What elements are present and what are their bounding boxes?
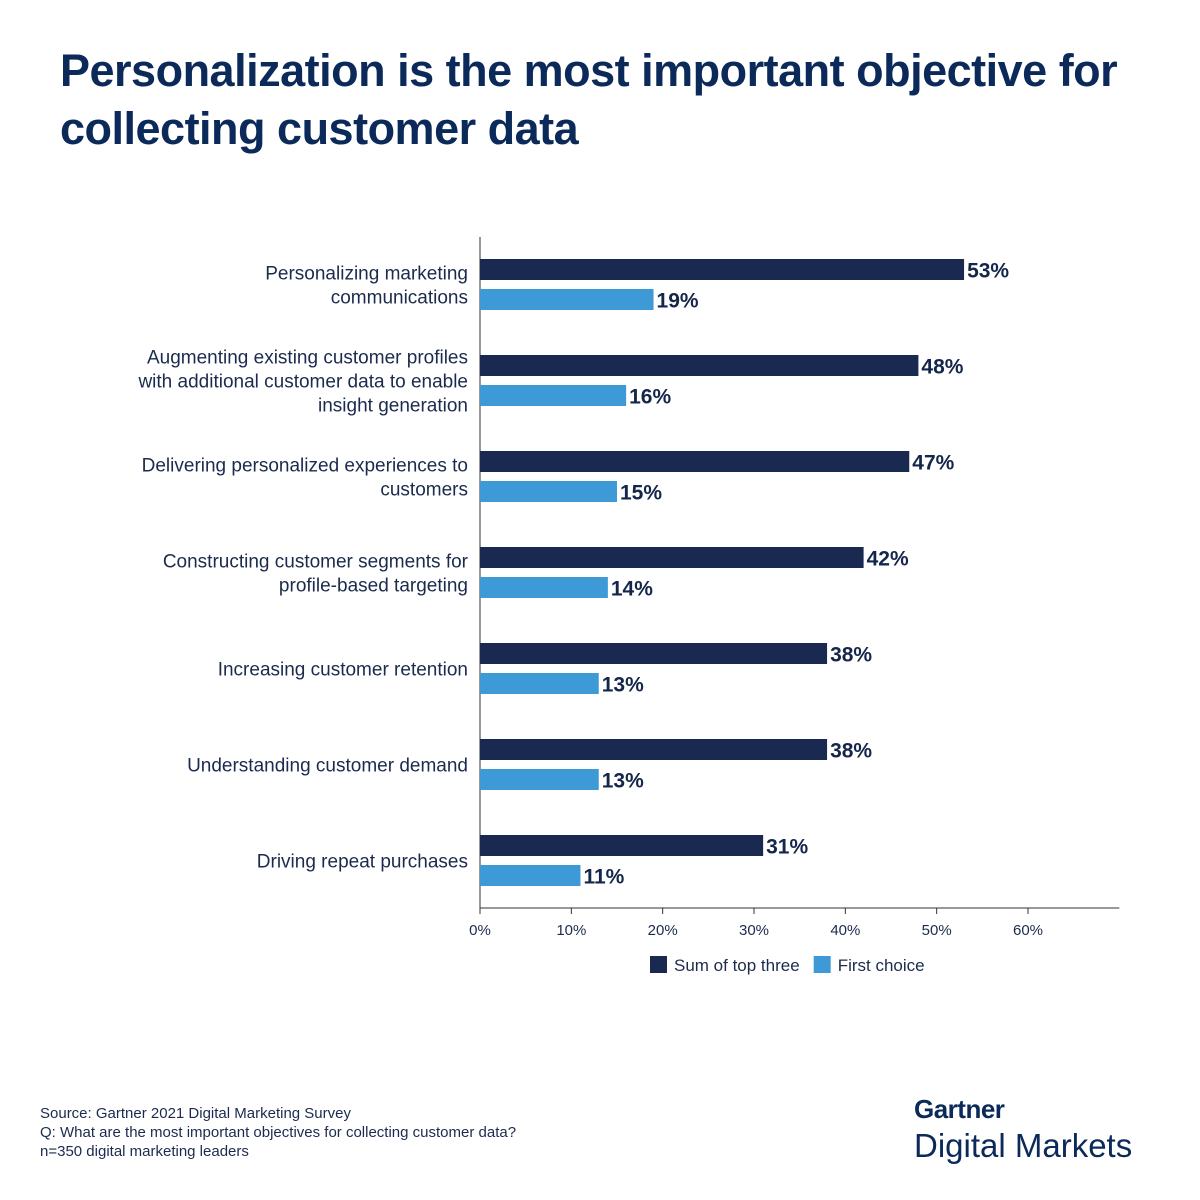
footer: Source: Gartner 2021 Digital Marketing S… bbox=[40, 1104, 516, 1161]
data-label: 31% bbox=[766, 836, 808, 859]
x-tick-label: 50% bbox=[922, 922, 952, 939]
bar-first-choice bbox=[480, 289, 654, 310]
bar-sum-of-top-three bbox=[480, 739, 828, 760]
data-label: 48% bbox=[921, 356, 963, 379]
legend-label: Sum of top three bbox=[674, 956, 800, 975]
data-label: 19% bbox=[657, 290, 699, 313]
category-label: Increasing customer retention bbox=[218, 660, 468, 681]
category-label: communications bbox=[331, 288, 468, 309]
data-label: 14% bbox=[611, 578, 653, 601]
category-label: Delivering personalized experiences to bbox=[142, 456, 468, 477]
bar-first-choice bbox=[480, 673, 599, 694]
bar-sum-of-top-three bbox=[480, 355, 919, 376]
data-label: 13% bbox=[602, 674, 644, 697]
question-note: Q: What are the most important objective… bbox=[40, 1124, 517, 1141]
data-label: 13% bbox=[602, 770, 644, 793]
data-label: 38% bbox=[830, 740, 872, 763]
x-tick-label: 10% bbox=[556, 922, 586, 939]
category-label: Driving repeat purchases bbox=[257, 852, 468, 873]
category-label: Constructing customer segments for bbox=[163, 552, 469, 573]
x-tick-label: 30% bbox=[739, 922, 769, 939]
legend-swatch bbox=[650, 956, 667, 973]
legend-swatch bbox=[813, 956, 831, 973]
category-label: Augmenting existing customer profiles bbox=[147, 348, 468, 369]
data-label: 53% bbox=[967, 260, 1009, 283]
category-label: with additional customer data to enable bbox=[137, 372, 468, 393]
bar-first-choice bbox=[480, 481, 617, 502]
category-label: Personalizing marketing bbox=[265, 264, 468, 285]
bar-sum-of-top-three bbox=[480, 451, 910, 472]
source-note: Source: Gartner 2021 Digital Marketing S… bbox=[40, 1105, 351, 1122]
data-label: 38% bbox=[830, 644, 872, 667]
category-label: Understanding customer demand bbox=[187, 756, 468, 777]
category-label: profile-based targeting bbox=[279, 576, 468, 597]
category-label: insight generation bbox=[318, 396, 468, 417]
x-tick-label: 20% bbox=[648, 922, 678, 939]
sample-note: n=350 digital marketing leaders bbox=[40, 1143, 249, 1160]
gartner-digital-markets-logo: Gartner Digital Markets bbox=[914, 1094, 1132, 1165]
x-tick-label: 0% bbox=[469, 922, 491, 939]
bar-sum-of-top-three bbox=[480, 547, 864, 568]
data-label: 11% bbox=[583, 866, 624, 889]
x-tick-label: 60% bbox=[1013, 922, 1043, 939]
bar-first-choice bbox=[480, 865, 581, 886]
bar-sum-of-top-three bbox=[480, 835, 764, 856]
data-label: 47% bbox=[912, 452, 954, 475]
legend-label: First choice bbox=[838, 956, 925, 975]
bar-first-choice bbox=[480, 385, 627, 406]
logo-product: Digital Markets bbox=[914, 1127, 1133, 1164]
bar-sum-of-top-three bbox=[480, 643, 828, 664]
data-label: 42% bbox=[867, 548, 909, 571]
bar-first-choice bbox=[480, 577, 608, 598]
bar-chart: 0% 10% 20% 30% 40% 50% 60% Personalizing market… bbox=[137, 237, 1120, 975]
category-label: customers bbox=[380, 480, 468, 501]
chart-title: Personalization is the most important ob… bbox=[60, 45, 1118, 154]
x-tick-label: 40% bbox=[830, 922, 860, 939]
bar-first-choice bbox=[480, 769, 599, 790]
data-label: 15% bbox=[620, 482, 662, 505]
bar-sum-of-top-three bbox=[480, 259, 965, 280]
data-label: 16% bbox=[629, 386, 671, 409]
logo-brand: Gartner bbox=[914, 1094, 1005, 1124]
